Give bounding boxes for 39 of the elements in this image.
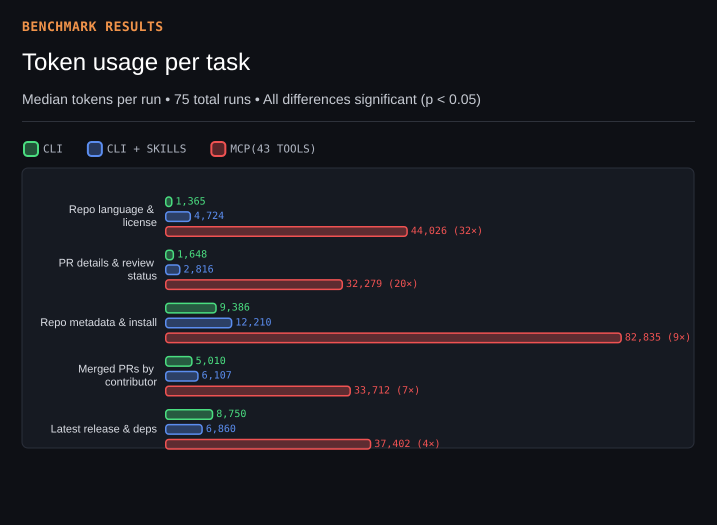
data-label: 44,026 (32×) (410, 226, 484, 237)
text: BENCHMARK RESULTS (22, 20, 165, 35)
y-tick-label: Repo metadata & install (40, 317, 157, 329)
y-tick-label: Repo language & license (68, 204, 157, 230)
data-label: 4,724 (194, 211, 224, 222)
y-tick-label: Merged PRs by contributor (78, 364, 158, 389)
chart-subtitle: Median tokens per run • 75 total runs • All differences significant (p < 0.05) (22, 91, 482, 107)
legend-label: CLI + SKILLS (106, 142, 186, 156)
data-label: 82,835 (9×) (624, 332, 692, 344)
data-label: 9,386 (220, 302, 250, 314)
data-label: 5,010 (196, 356, 226, 367)
bar (165, 386, 351, 397)
data-label: 8,750 (216, 409, 246, 420)
data-label: 1,648 (177, 249, 208, 260)
data-label: 6,860 (206, 424, 236, 435)
bar (165, 211, 192, 222)
legend-label: CLI (43, 142, 63, 156)
data-label: 12,210 (235, 318, 272, 328)
data-label: 6,107 (202, 370, 232, 382)
bar (165, 438, 372, 450)
bar (165, 302, 217, 314)
bar (165, 424, 203, 435)
data-label: 1,365 (176, 196, 206, 208)
y-tick-label: Latest release & deps (50, 423, 158, 436)
bar (165, 409, 214, 420)
data-label: 2,816 (184, 264, 214, 276)
bar (165, 226, 408, 237)
bar (165, 370, 199, 382)
chart-title: Token usage per task (22, 49, 252, 77)
data-label: 33,712 (7×) (354, 386, 420, 397)
data-label: 37,402 (4×) (374, 438, 441, 450)
bar (165, 332, 622, 344)
bar (165, 264, 181, 276)
data-label: 32,279 (20×) (346, 279, 418, 290)
bar (165, 356, 193, 367)
legend-label: MCP(43 TOOLS) (230, 142, 316, 156)
y-tick-label: PR details & review status (58, 257, 158, 282)
bar (165, 318, 232, 328)
bar (165, 279, 344, 290)
